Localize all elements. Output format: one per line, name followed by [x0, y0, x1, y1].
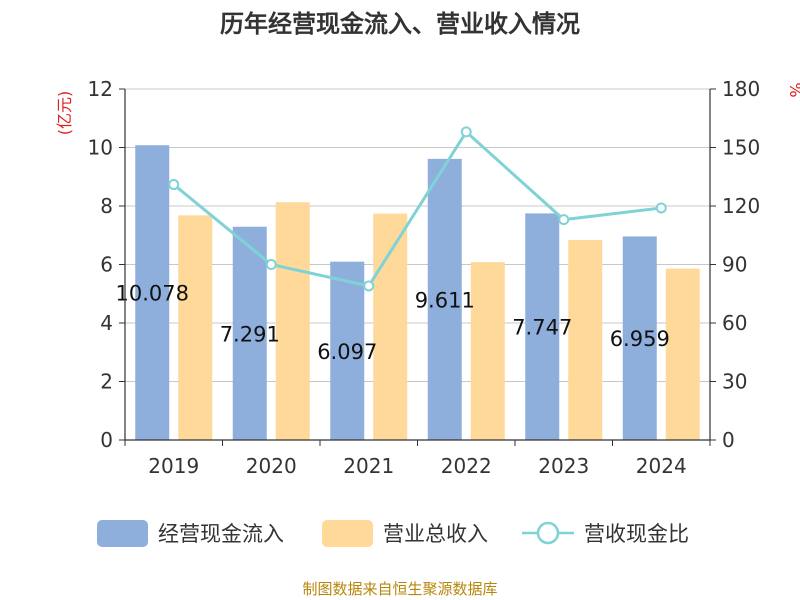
x-tick-label-2020: 2020	[246, 454, 297, 478]
right-tick-label: 30	[722, 370, 747, 394]
line-layer	[168, 126, 667, 292]
right-tick-label: 60	[722, 311, 747, 335]
left-tick-label: 4	[100, 311, 113, 335]
source-note: 制图数据来自恒生聚源数据库	[302, 580, 497, 598]
left-tick-label: 0	[100, 428, 113, 452]
bar-revenue-2021	[373, 213, 408, 440]
data-label-2022: 9.611	[415, 288, 475, 312]
left-tick-label: 10	[88, 136, 113, 160]
right-tick-label: 90	[722, 253, 747, 277]
bars-layer	[135, 145, 700, 441]
bar-cash-inflow-2021	[330, 261, 365, 440]
legend-label-ratio: 营收现金比	[584, 522, 689, 546]
ratio-point-2021	[363, 280, 375, 292]
bar-revenue-2019	[178, 215, 213, 440]
ratio-point-2024	[655, 202, 667, 214]
bar-revenue-2024	[665, 268, 700, 440]
legend-swatch-cash-inflow	[97, 520, 148, 547]
legend-label-revenue: 营业总收入	[383, 522, 488, 546]
data-label-2024: 6.959	[610, 327, 670, 351]
left-tick-label: 8	[100, 194, 113, 218]
bar-revenue-2023	[568, 239, 603, 440]
legend-marker-ratio	[536, 521, 560, 545]
right-tick-label: 180	[722, 77, 760, 101]
bar-labels-layer: 10.078 7.291 6.097 9.611 7.747 6.959	[116, 282, 670, 364]
ratio-point-2020	[265, 259, 277, 270]
data-label-2019: 10.078	[116, 282, 189, 306]
ratio-point-2022	[460, 126, 472, 138]
left-tick-label: 12	[88, 77, 113, 101]
legend-swatch-revenue	[322, 520, 373, 547]
x-tick-label-2021: 2021	[343, 454, 394, 478]
ratio-point-2019	[168, 179, 180, 191]
data-label-2021: 6.097	[317, 340, 377, 364]
right-tick-label: 0	[722, 428, 735, 452]
x-tick-label-2022: 2022	[441, 454, 492, 478]
data-label-2020: 7.291	[220, 322, 280, 346]
data-label-2023: 7.747	[512, 316, 572, 340]
ratio-point-2023	[558, 214, 570, 226]
bar-revenue-2020	[275, 202, 310, 440]
left-axis-unit: (亿元)	[55, 91, 74, 136]
bar-cash-inflow-2020	[232, 226, 267, 440]
x-tick-label-2019: 2019	[148, 454, 199, 478]
right-tick-label: 120	[722, 194, 760, 218]
gridlines	[125, 88, 710, 382]
bar-cash-inflow-2024	[622, 236, 657, 440]
x-tick-label-2024: 2024	[636, 454, 687, 478]
bar-cash-inflow-2023	[525, 213, 560, 440]
bar-cash-inflow-2019	[135, 145, 170, 440]
left-tick-label: 6	[100, 253, 113, 277]
x-tick-label-2023: 2023	[538, 454, 589, 478]
right-axis-unit: %	[786, 82, 800, 97]
chart-title: 历年经营现金流入、营业收入情况	[220, 10, 580, 38]
left-tick-label: 2	[100, 370, 113, 394]
bar-cash-inflow-2022	[427, 158, 462, 441]
legend-label-cash-inflow: 经营现金流入	[158, 522, 284, 546]
bar-revenue-2022	[470, 262, 505, 440]
legend: 经营现金流入 营业总收入 营收现金比	[97, 520, 689, 547]
right-tick-label: 150	[722, 136, 760, 160]
ratio-line	[172, 129, 662, 288]
